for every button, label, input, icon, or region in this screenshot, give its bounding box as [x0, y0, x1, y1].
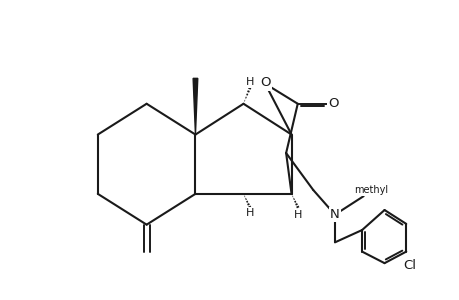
Text: N: N	[330, 208, 339, 221]
Text: O: O	[259, 76, 270, 89]
Text: O: O	[327, 97, 338, 110]
Text: H: H	[293, 210, 301, 220]
Text: H: H	[245, 208, 253, 218]
Text: H: H	[245, 77, 253, 87]
Polygon shape	[193, 78, 197, 135]
Text: Cl: Cl	[402, 259, 415, 272]
Text: methyl: methyl	[353, 185, 387, 195]
